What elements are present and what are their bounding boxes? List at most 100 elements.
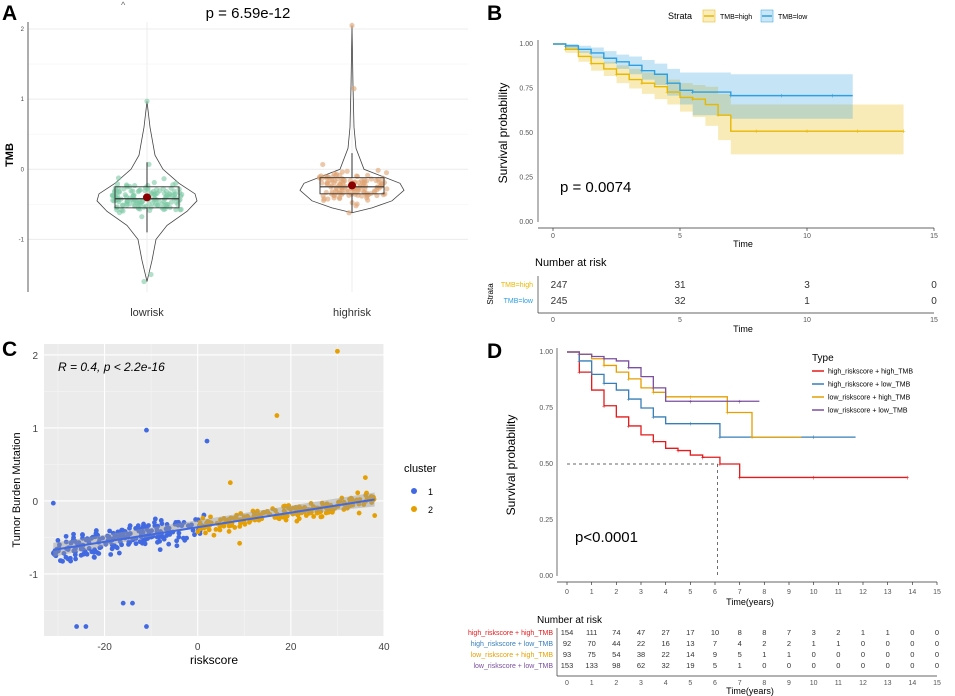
scatter-point: [80, 532, 85, 537]
risk-value: 245: [551, 296, 568, 307]
y-tick-label: 0.75: [519, 86, 533, 93]
risk-value: 1: [812, 639, 816, 648]
jitter-point: [317, 174, 323, 180]
legend-label: low_riskscore + high_TMB: [828, 395, 911, 402]
x-axis-label: Time(years): [726, 597, 774, 607]
y-tick-label: 0.50: [519, 130, 533, 137]
jitter-point: [132, 182, 138, 189]
x-tick-label: 5: [678, 233, 682, 240]
scatter-point: [166, 541, 172, 547]
scatter-point: [161, 536, 167, 542]
chart-title: p = 6.59e-12: [206, 5, 291, 22]
scatter-point: [316, 509, 322, 515]
scatter-point: [221, 523, 227, 529]
risk-x-tick: 4: [664, 680, 668, 687]
risk-x-tick: 13: [884, 680, 892, 687]
jitter-point: [164, 193, 170, 199]
censor-mark: +: [651, 390, 655, 397]
x-tick-label: 5: [688, 589, 692, 596]
jitter-point: [319, 180, 325, 186]
risk-value: 1: [836, 639, 840, 648]
scatter-point: [144, 624, 149, 629]
risk-value: 2: [836, 628, 840, 637]
jitter-point: [320, 161, 326, 168]
scatter-point: [107, 528, 113, 534]
scatter-point: [134, 526, 140, 532]
risk-value: 38: [637, 650, 645, 659]
x-tick-label: -20: [97, 642, 112, 653]
legend-label: low_riskscore + low_TMB: [828, 408, 908, 415]
scatter-point: [308, 501, 314, 506]
scatter-point: [71, 535, 76, 541]
scatter-point: [119, 542, 124, 548]
legend-title: cluster: [404, 463, 437, 475]
x-tick-label: 9: [787, 589, 791, 596]
x-tick-label: 11: [835, 589, 842, 596]
risk-table-title: Number at risk: [535, 257, 607, 269]
risk-value: 0: [787, 661, 791, 670]
scatter-point: [290, 505, 296, 511]
scatter-point: [157, 547, 163, 553]
jitter-point: [114, 197, 120, 203]
risk-value: 1: [762, 650, 766, 659]
y-tick-label: 1.00: [539, 349, 553, 356]
scatter-point: [139, 525, 145, 531]
risk-value: 27: [661, 628, 669, 637]
scatter-point: [335, 348, 340, 354]
risk-value: 0: [931, 296, 937, 307]
x-tick-label: 15: [933, 589, 941, 596]
scatter-point: [63, 539, 69, 545]
y-tick-label: 1: [21, 97, 25, 103]
regression-band: [53, 492, 375, 557]
jitter-point: [340, 180, 346, 187]
censor-mark: +: [564, 47, 568, 54]
scatter-point: [200, 515, 206, 521]
risk-value: 0: [861, 661, 865, 670]
censor-mark: +: [812, 435, 816, 442]
y-tick-label: 1: [32, 424, 38, 435]
censor-mark: +: [651, 385, 655, 392]
censor-mark: +: [688, 394, 692, 401]
scatter-point: [61, 550, 67, 556]
jitter-point: [383, 170, 390, 176]
risk-value: 17: [686, 628, 694, 637]
jitter-point: [124, 202, 130, 208]
y-tick-label: 0.25: [539, 517, 553, 524]
x-tick-label: 20: [285, 642, 297, 653]
jitter-point: [333, 172, 339, 178]
censor-mark: +: [627, 365, 631, 372]
survival-curve: [567, 351, 760, 402]
risk-x-tick: 7: [738, 680, 742, 687]
risk-value: 7: [787, 628, 791, 637]
risk-value: 5: [713, 661, 717, 670]
scatter-point: [218, 517, 223, 523]
scatter-point: [83, 537, 89, 543]
x-tick-label: 6: [713, 589, 717, 596]
risk-value: 98: [612, 661, 620, 670]
censor-mark: +: [651, 439, 655, 446]
panel-c: C -20 0 20 40 -1 0 1 2 riskscore Tumor Burden Muta…: [2, 338, 437, 667]
risk-value: 3: [804, 280, 810, 291]
risk-x-tick: 11: [835, 680, 842, 687]
risk-table-title: Number at risk: [537, 615, 603, 626]
risk-x-tick: 15: [930, 317, 938, 324]
jitter-point: [120, 208, 126, 214]
scatter-point: [97, 545, 103, 551]
jitter-point: [146, 161, 152, 167]
survival-curve: [567, 351, 908, 479]
jitter-point: [177, 189, 183, 196]
scatter-point: [176, 519, 181, 525]
legend-label: high_riskscore + high_TMB: [828, 369, 913, 376]
risk-value: 0: [931, 280, 937, 291]
jitter-point: [332, 178, 338, 184]
jitter-point: [114, 181, 121, 187]
jitter-point: [141, 278, 147, 285]
risk-value: 47: [637, 628, 645, 637]
survival-curve: [553, 43, 904, 132]
scatter-point: [311, 514, 317, 519]
risk-value: 0: [935, 650, 939, 659]
scatter-point: [154, 534, 160, 540]
panel-a: A -1 0 1 2 TMB p = 6.59e-12 ^ lowrisk highrisk: [2, 0, 468, 319]
scatter-point: [327, 506, 333, 512]
risk-value: 16: [661, 639, 669, 648]
